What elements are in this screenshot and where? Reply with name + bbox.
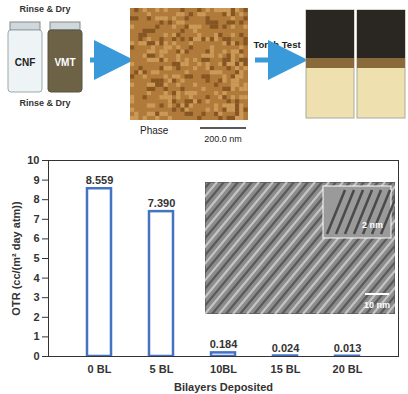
svg-text:7: 7 <box>33 213 39 225</box>
svg-text:0 BL: 0 BL <box>88 363 112 375</box>
svg-text:CNF: CNF <box>15 57 36 68</box>
svg-text:3: 3 <box>33 291 39 303</box>
svg-text:OTR (cc/(m² day atm)): OTR (cc/(m² day atm)) <box>10 201 22 316</box>
svg-text:0.013: 0.013 <box>334 342 362 354</box>
svg-text:Phase: Phase <box>140 125 169 136</box>
svg-text:10 nm: 10 nm <box>364 300 390 310</box>
svg-text:0.184: 0.184 <box>210 338 238 350</box>
svg-text:0.024: 0.024 <box>272 342 300 354</box>
svg-text:7.390: 7.390 <box>148 197 176 209</box>
svg-text:2 nm: 2 nm <box>362 220 383 230</box>
svg-text:Bilayers Deposited: Bilayers Deposited <box>174 381 273 393</box>
svg-text:1: 1 <box>33 330 39 342</box>
svg-text:200.0 nm: 200.0 nm <box>204 134 242 144</box>
svg-text:VMT: VMT <box>54 57 75 68</box>
svg-text:20 BL: 20 BL <box>333 363 363 375</box>
svg-text:Rinse & Dry: Rinse & Dry <box>19 4 70 14</box>
svg-text:0: 0 <box>33 350 39 362</box>
svg-text:2: 2 <box>33 311 39 323</box>
svg-text:8: 8 <box>33 193 39 205</box>
svg-text:5: 5 <box>33 252 39 264</box>
svg-text:10: 10 <box>27 154 39 166</box>
svg-text:Rinse & Dry: Rinse & Dry <box>19 98 70 108</box>
svg-text:5 BL: 5 BL <box>150 363 174 375</box>
svg-text:10BL: 10BL <box>210 363 237 375</box>
svg-text:8.559: 8.559 <box>86 174 114 186</box>
svg-text:9: 9 <box>33 174 39 186</box>
svg-text:Torch Test: Torch Test <box>253 39 301 50</box>
svg-text:15 BL: 15 BL <box>271 363 301 375</box>
svg-text:4: 4 <box>33 272 40 284</box>
svg-text:6: 6 <box>33 232 39 244</box>
